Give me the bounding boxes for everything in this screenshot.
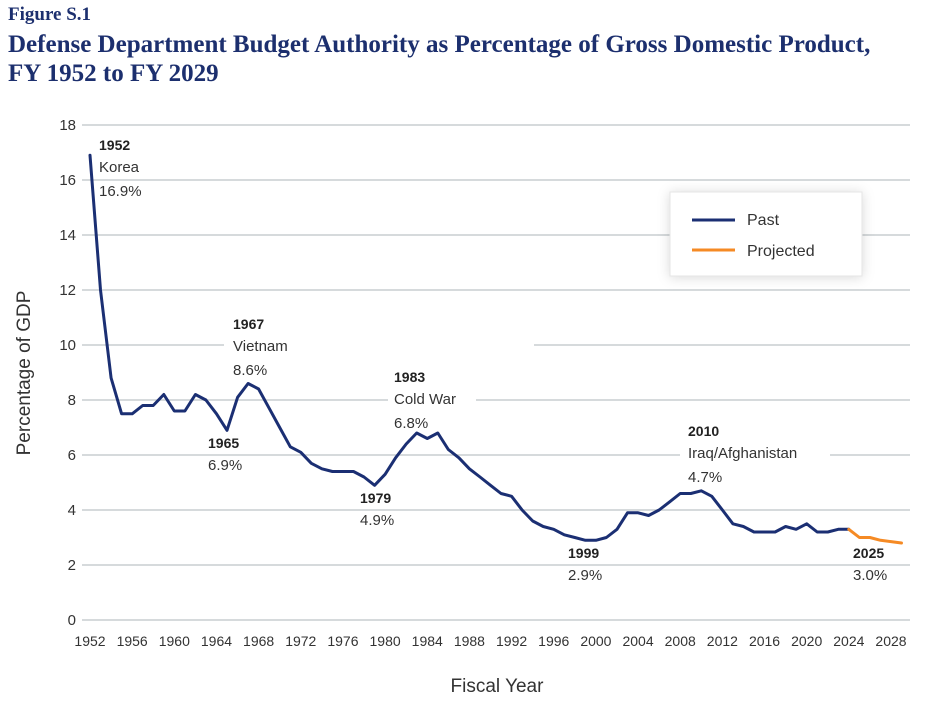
annotation-year: 1967 — [233, 316, 264, 332]
series-line-projected — [847, 527, 903, 545]
annotation-year: 1965 — [208, 435, 239, 451]
x-tick-label: 1984 — [412, 633, 443, 649]
chart-title-line-2: FY 1952 to FY 2029 — [8, 60, 219, 87]
annotation-year: 1999 — [568, 545, 599, 561]
x-tick-label: 2020 — [791, 633, 822, 649]
y-tick-label: 14 — [59, 227, 76, 244]
x-tick-label: 1988 — [454, 633, 485, 649]
x-axis-ticks: 1952 1956 1960 1964 1968 1972 1976 1980 1984 1988… — [74, 633, 906, 649]
annotation-label: Korea — [99, 159, 140, 176]
legend-label-past: Past — [747, 212, 780, 229]
y-axis-title: Percentage of GDP — [14, 291, 35, 456]
annotation-1952: 1952 Korea 16.9% — [99, 137, 142, 200]
x-tick-label: 1964 — [201, 633, 232, 649]
legend: Past Projected — [669, 191, 863, 277]
annotation-year: 2010 — [688, 423, 719, 439]
x-tick-label: 1992 — [496, 633, 527, 649]
y-tick-label: 18 — [59, 117, 76, 134]
annotation-1965: 1965 6.9% — [208, 435, 242, 474]
annotation-value: 6.9% — [208, 457, 242, 474]
x-axis-title: Fiscal Year — [451, 676, 545, 697]
y-tick-label: 6 — [68, 447, 76, 464]
gridlines — [82, 124, 910, 621]
x-tick-label: 1980 — [370, 633, 401, 649]
annotations: 1952 Korea 16.9% 1965 6.9% 1967 Vietnam 8.6% 197… — [99, 137, 887, 584]
y-tick-label: 4 — [68, 502, 76, 519]
annotation-value: 3.0% — [853, 567, 887, 584]
annotation-value: 4.7% — [688, 469, 722, 486]
y-tick-label: 2 — [68, 557, 76, 574]
annotation-value: 4.9% — [360, 512, 394, 529]
annotation-year: 1979 — [360, 490, 391, 506]
x-tick-label: 2028 — [875, 633, 906, 649]
x-tick-label: 1956 — [117, 633, 148, 649]
annotation-1983: 1983 Cold War 6.8% — [394, 369, 456, 432]
label-backdrop — [224, 338, 534, 354]
annotation-1999: 1999 2.9% — [568, 545, 602, 584]
series-lines — [88, 153, 903, 545]
label-backdrop — [388, 392, 476, 408]
x-tick-label: 2000 — [580, 633, 611, 649]
x-tick-label: 2016 — [749, 633, 780, 649]
figure-label: Figure S.1 — [8, 4, 92, 25]
y-tick-label: 0 — [68, 612, 76, 629]
annotation-value: 6.8% — [394, 415, 428, 432]
x-tick-label: 1972 — [285, 633, 316, 649]
y-tick-label: 8 — [68, 392, 76, 409]
annotation-2025: 2025 3.0% — [853, 545, 887, 584]
x-tick-label: 1968 — [243, 633, 274, 649]
y-axis-ticks: 0 2 4 6 8 10 12 14 16 18 — [59, 117, 76, 629]
chart-title-line-1: Defense Department Budget Authority as P… — [8, 31, 871, 58]
annotation-label: Iraq/Afghanistan — [688, 445, 797, 462]
annotation-1979: 1979 4.9% — [360, 490, 394, 529]
x-tick-label: 2012 — [707, 633, 738, 649]
x-tick-label: 2004 — [622, 633, 653, 649]
chart-title: Defense Department Budget Authority as P… — [8, 30, 928, 88]
y-tick-label: 16 — [59, 172, 76, 189]
x-tick-label: 1960 — [159, 633, 190, 649]
label-backdrop — [95, 152, 155, 164]
annotation-value: 16.9% — [99, 183, 142, 200]
annotation-value: 2.9% — [568, 567, 602, 584]
y-tick-label: 10 — [59, 337, 76, 354]
label-backdrop — [680, 445, 830, 461]
legend-label-projected: Projected — [747, 243, 815, 260]
x-tick-label: 2008 — [665, 633, 696, 649]
x-tick-label: 2024 — [833, 633, 864, 649]
series-line-past — [88, 153, 851, 542]
annotation-label: Cold War — [394, 391, 456, 408]
annotation-label: Vietnam — [233, 338, 288, 355]
annotation-year: 1952 — [99, 137, 130, 153]
x-tick-label: 1976 — [327, 633, 358, 649]
annotation-1967: 1967 Vietnam 8.6% — [233, 316, 288, 379]
annotation-year: 1983 — [394, 369, 425, 385]
annotation-value: 8.6% — [233, 362, 267, 379]
x-tick-label: 1996 — [538, 633, 569, 649]
annotation-year: 2025 — [853, 545, 884, 561]
legend-box — [669, 191, 863, 277]
annotation-2010: 2010 Iraq/Afghanistan 4.7% — [688, 423, 797, 486]
x-tick-label: 1952 — [74, 633, 105, 649]
y-tick-label: 12 — [59, 282, 76, 299]
